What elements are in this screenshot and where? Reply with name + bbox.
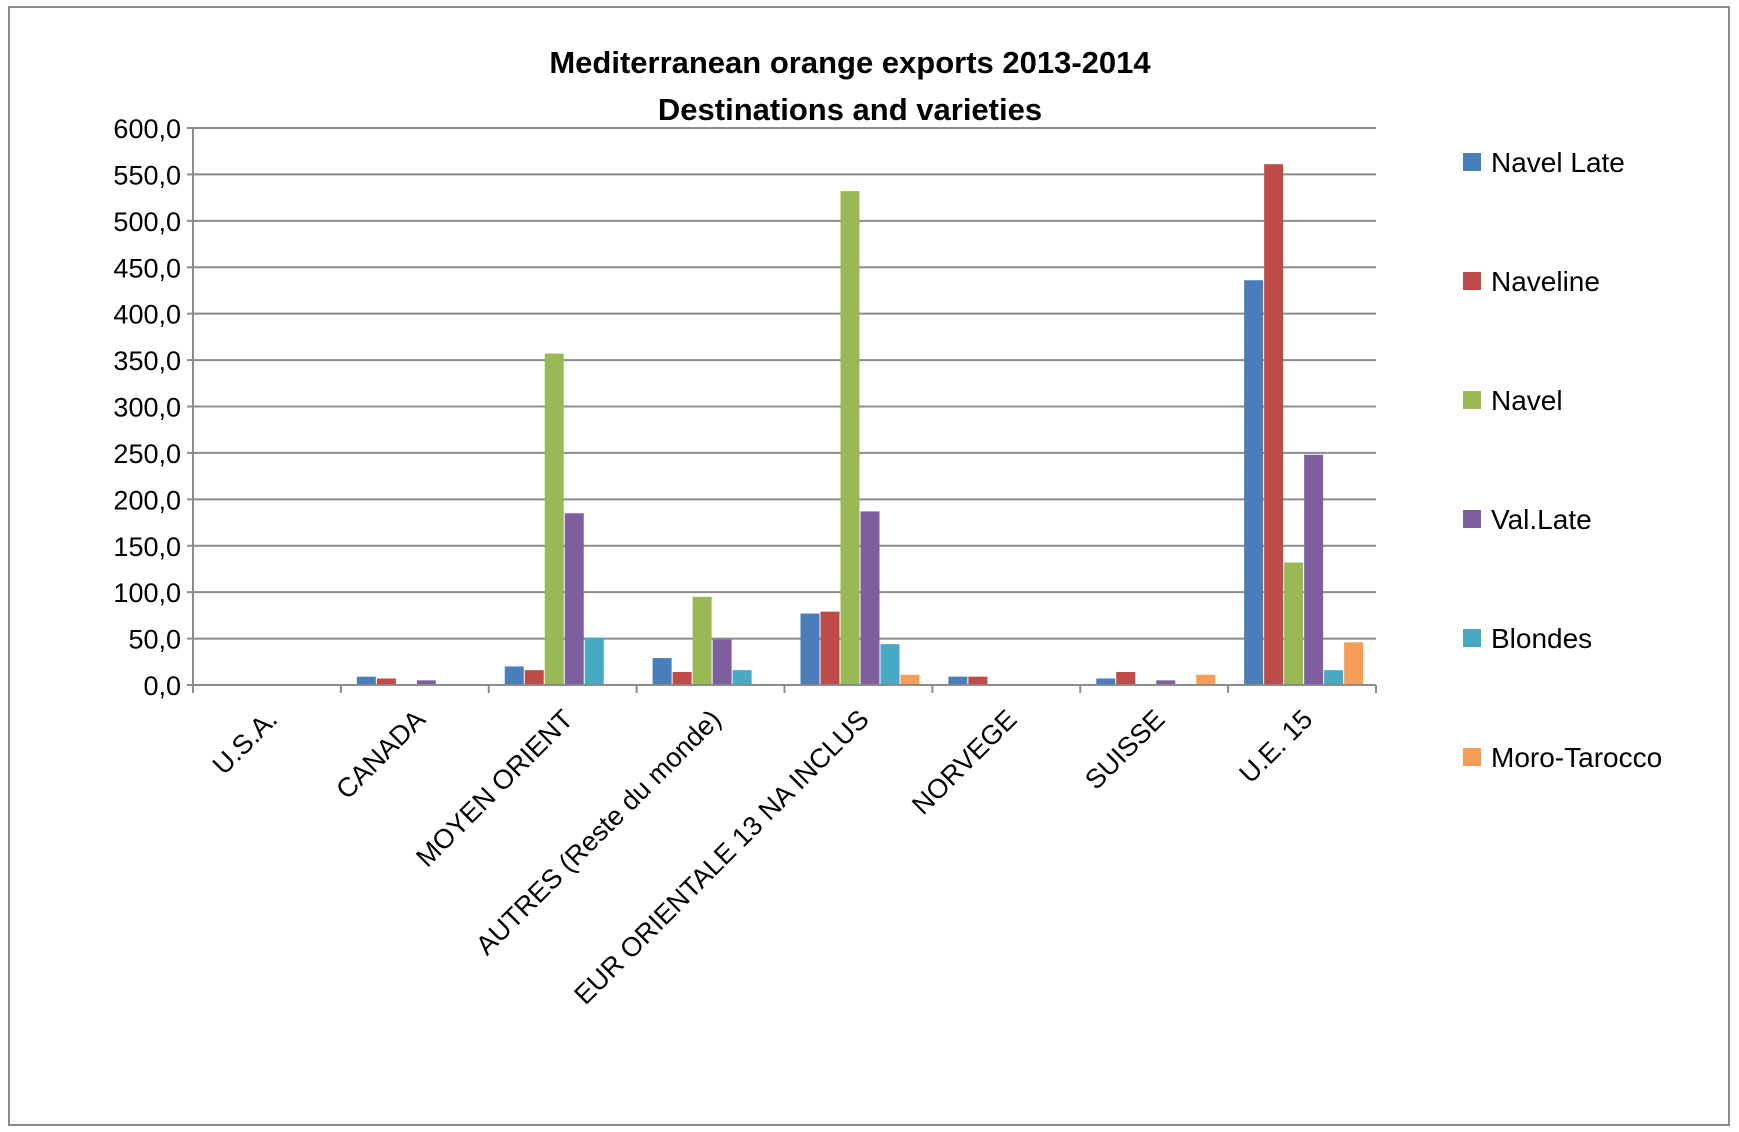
bar [1116,672,1136,685]
bars [356,164,1364,686]
legend: Navel Late Naveline Navel Val.Late Blondes Mo… [1463,147,1662,773]
legend-label: Naveline [1491,266,1600,297]
x-category-label: NORVEGE [906,704,1022,820]
legend-swatch [1463,272,1481,290]
x-category-label: U.E. 15 [1233,704,1318,789]
bar [1156,680,1176,685]
legend-label: Navel Late [1491,147,1625,178]
y-tick-label: 200,0 [113,485,181,515]
bar [1284,562,1304,685]
x-category-label: AUTRES (Reste du monde) [470,704,727,961]
bar [860,511,880,685]
bar [376,678,396,685]
bar [1244,280,1264,685]
legend-label: Blondes [1491,623,1592,654]
chart-title: Mediterranean orange exports 2013-2014 [549,45,1151,80]
bar [820,611,840,685]
bar [692,596,712,685]
y-tick-label: 450,0 [113,253,181,283]
bar [1196,674,1216,685]
bar [504,666,524,685]
legend-label: Navel [1491,385,1563,416]
bar [800,613,820,685]
bar [712,639,732,685]
bar [948,676,968,685]
legend-label: Moro-Tarocco [1491,742,1662,773]
bar [1324,670,1344,685]
bar [584,637,604,685]
bar [544,353,564,685]
axes [187,127,1377,693]
bar [416,680,436,685]
legend-swatch [1463,153,1481,171]
x-category-label: EUR ORIENTALE 13 NA INCLUS [568,704,874,1010]
bar [880,644,900,685]
bar [1304,454,1324,685]
legend-swatch [1463,510,1481,528]
bar [1264,164,1284,685]
legend-swatch [1463,748,1481,766]
bar [652,658,672,685]
y-tick-label: 600,0 [113,114,181,144]
bar [1344,642,1364,685]
y-tick-label: 550,0 [113,160,181,190]
bar [1096,678,1116,685]
x-category-label: CANADA [330,704,431,805]
bar [564,513,584,685]
y-tick-label: 50,0 [128,625,181,655]
legend-label: Val.Late [1491,504,1592,535]
legend-swatch [1463,629,1481,647]
y-tick-label: 100,0 [113,578,181,608]
bar [672,672,692,685]
y-tick-label: 250,0 [113,439,181,469]
gridlines [193,127,1376,640]
x-category-label: MOYEN ORIENT [410,704,579,873]
bar [968,676,988,685]
x-category-label: SUISSE [1079,704,1170,795]
bar [356,676,376,685]
bar [840,191,860,686]
y-tick-label: 400,0 [113,300,181,330]
x-category-label: U.S.A. [207,704,283,780]
chart-subtitle: Destinations and varieties [658,92,1042,127]
bar [900,674,920,685]
y-tick-label: 150,0 [113,532,181,562]
y-tick-label: 500,0 [113,207,181,237]
y-tick-labels: 0,0 50,0 100,0 150,0 200,0 250,0 300,0 350,0 400… [113,114,181,701]
bar [524,670,544,685]
y-tick-label: 350,0 [113,346,181,376]
y-tick-label: 300,0 [113,393,181,423]
y-tick-label: 0,0 [143,671,181,701]
bar [732,670,752,685]
legend-swatch [1463,391,1481,409]
